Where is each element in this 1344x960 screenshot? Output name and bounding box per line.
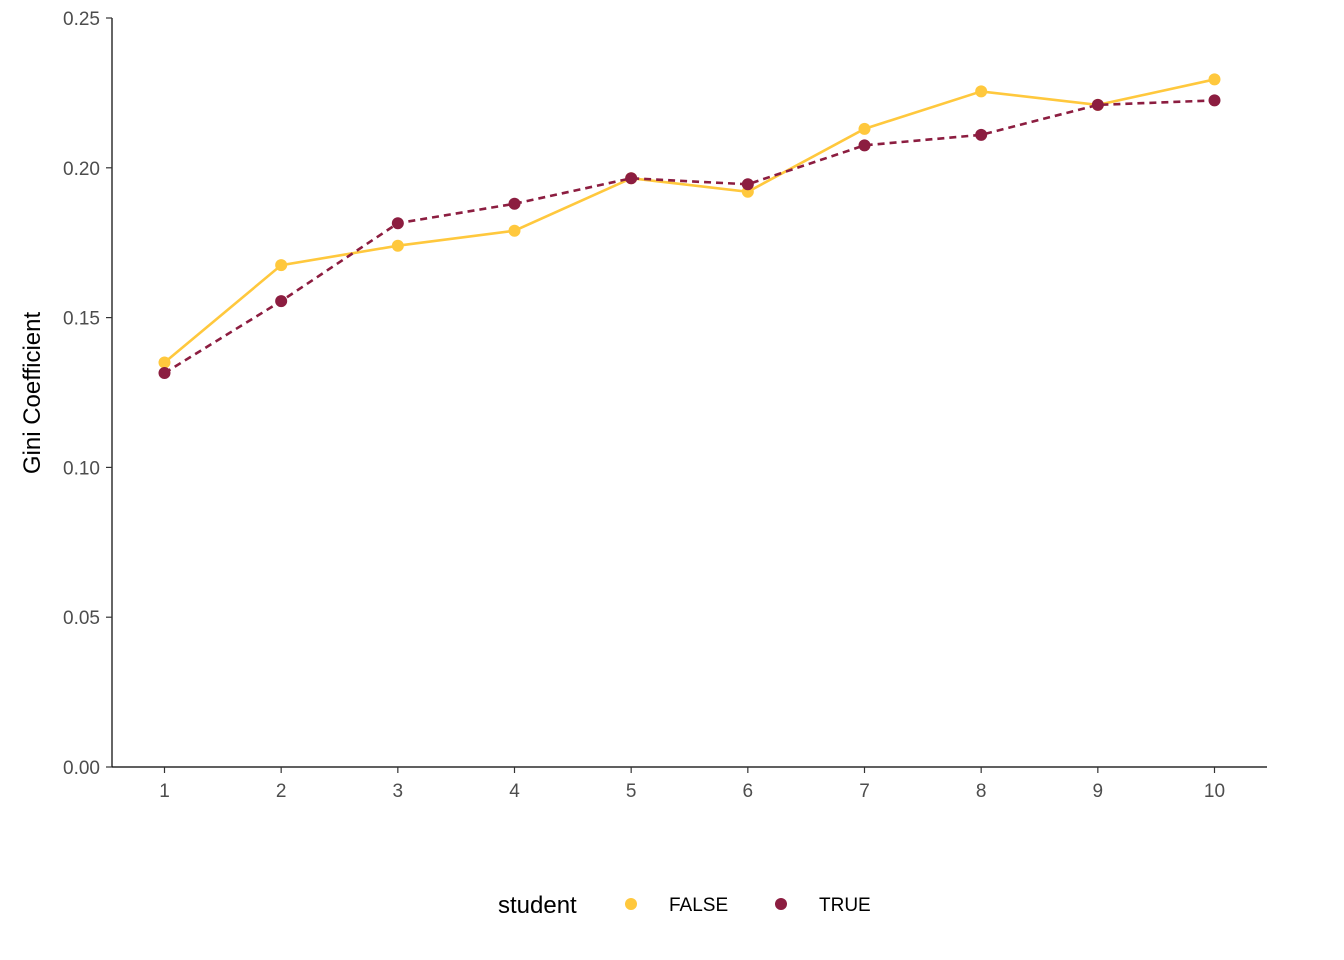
x-tick-label: 8 [976,781,987,802]
data-point-false [391,239,404,252]
series-true [158,94,1221,380]
x-axis: 1 2 3 4 5 6 7 8 9 10 [112,766,1267,802]
data-point-false [1208,73,1221,86]
y-tick-label: 0.10 [63,458,100,479]
y-axis-title: Gini Coefficient [19,312,46,475]
y-tick-label: 0.00 [63,758,100,779]
x-tick-label: 3 [393,781,404,802]
data-point-true [741,178,754,191]
data-point-true [1208,94,1221,107]
y-tick-label: 0.15 [63,309,100,330]
x-tick-label: 5 [626,781,637,802]
data-point-true [625,172,638,185]
x-tick-label: 1 [159,781,170,802]
series-layer [158,73,1221,380]
data-point-false [275,259,288,272]
data-point-false [975,85,988,98]
data-point-true [1091,98,1104,111]
data-point-true [391,217,404,230]
legend-key-true [775,898,787,910]
series-false [158,73,1221,369]
x-tick-label: 4 [509,781,520,802]
data-point-false [158,356,171,369]
x-tick-label: 2 [276,781,287,802]
data-point-false [858,122,871,135]
data-point-false [508,224,521,237]
legend-title: student [498,892,577,919]
x-tick-label: 10 [1204,781,1225,802]
y-tick-label: 0.20 [63,159,100,180]
y-tick-label: 0.25 [63,9,100,30]
legend-items: FALSE TRUE [625,895,871,916]
legend-label-false: FALSE [669,895,728,916]
legend-label-true: TRUE [819,895,871,916]
data-point-true [275,295,288,308]
data-point-true [858,139,871,152]
series-line-false [163,78,1215,364]
data-point-true [508,197,521,210]
legend-key-false [625,898,637,910]
series-line-true [163,99,1215,375]
x-tick-label: 9 [1093,781,1104,802]
data-point-true [975,128,988,141]
data-point-true [158,367,171,380]
legend: student FALSE TRUE [498,892,871,919]
y-tick-label: 0.05 [63,608,100,629]
x-tick-label: 7 [859,781,870,802]
x-tick-label: 6 [743,781,754,802]
y-axis: 0.00 0.05 0.10 0.15 0.20 0.25 [63,9,113,779]
